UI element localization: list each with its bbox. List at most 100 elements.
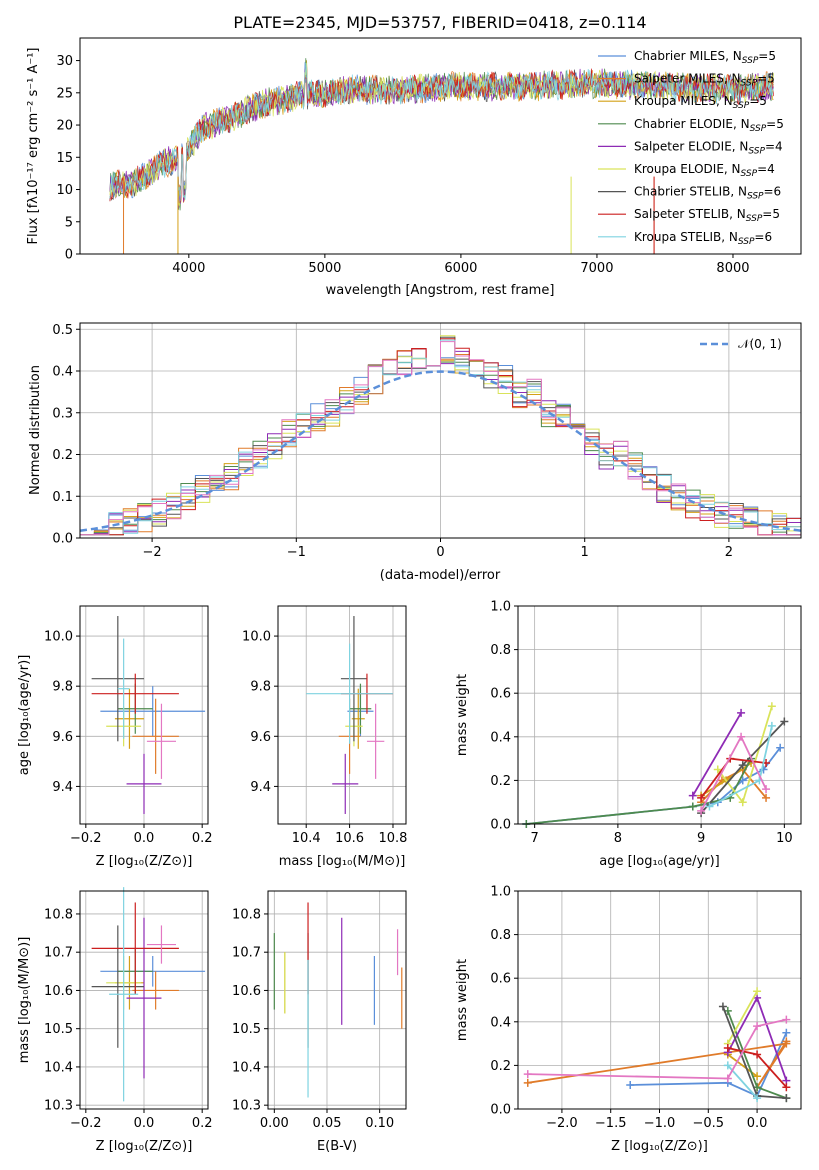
mass-weight-marker (718, 1002, 727, 1011)
mass-vs-z-axes (79, 890, 209, 1110)
legend-label-text: Salpeter ELODIE, N (634, 139, 748, 153)
legend-label-sub: SSP (750, 124, 767, 134)
age-vs-mass-marks (306, 616, 393, 814)
massweight-vs-z-ylabel: mass weight (455, 959, 470, 1041)
legend-label: Chabrier ELODIE, NSSP=5 (634, 117, 784, 134)
mass-vs-ebv-xtick-label: 0.00 (260, 1116, 289, 1131)
mass-weight-marker (780, 717, 789, 726)
mass-weight-line (527, 1040, 789, 1088)
massweight-vs-z-ytick-label: 0.4 (490, 1015, 511, 1030)
legend-label: Chabrier MILES, NSSP=5 (634, 49, 776, 66)
spectrum-ytick-label: 10 (56, 183, 73, 198)
spectrum-lines (109, 58, 774, 254)
mass-vs-z-ytick-label: 10.6 (44, 984, 73, 999)
legend-label-text: =5 (762, 207, 780, 221)
massweight-vs-z-xtick-label: −1.0 (644, 1116, 676, 1131)
spectrum-xtick-label: 8000 (716, 261, 749, 276)
residuals-ytick-label: 0.3 (52, 406, 73, 421)
spectrum-ytick-label: 15 (56, 151, 73, 166)
massweight-vs-age-xtick-label: 8 (614, 831, 622, 846)
mass-vs-ebv-xtick-label: 0.10 (365, 1116, 394, 1131)
massweight-vs-age-ytick-label: 0.4 (490, 730, 511, 745)
age-vs-z-xtick-label: 0.2 (192, 831, 213, 846)
spectrum-ytick-label: 30 (56, 54, 73, 69)
age-vs-mass-xtick-label: 10.4 (292, 831, 321, 846)
residuals-ytick-label: 0.2 (52, 448, 73, 463)
mass-vs-z-ytick-label: 10.4 (44, 1060, 73, 1075)
spectrum-xtick-label: 5000 (308, 261, 341, 276)
massweight-vs-z-ytick-label: 1.0 (490, 885, 511, 900)
massweight-vs-age-marks (522, 702, 789, 828)
age-vs-z-ytick-label: 9.4 (52, 780, 73, 795)
mass-vs-ebv-ytick-label: 10.8 (232, 907, 261, 922)
legend-label-text: =5 (758, 49, 776, 63)
residuals-legend: 𝒩(0, 1) (700, 337, 782, 351)
mass-weight-marker (782, 1015, 791, 1024)
spectrum-ticks: 4000 5000 6000 7000 8000 0 5 10 15 20 25 30 (56, 54, 749, 276)
mass-vs-z-panel: −0.2 0.0 0.2 10.3 10.4 10.5 10.6 10.7 10.8 Z [log… (17, 887, 213, 1154)
mass-weight-marker (753, 1022, 762, 1031)
legend-label-text: =4 (765, 139, 783, 153)
legend-label-text: =5 (749, 94, 767, 108)
mass-weight-marker (762, 793, 771, 802)
mass-vs-z-grid: −0.2 0.0 0.2 10.3 10.4 10.5 10.6 10.7 10.8 (44, 891, 213, 1131)
massweight-vs-age-panel: 7 8 9 10 0.0 0.2 0.4 0.6 0.8 1.0 age [log₁₀(age/yr… (455, 600, 802, 869)
age-vs-z-ytick-label: 10.0 (44, 630, 73, 645)
massweight-vs-z-xlabel: Z [log₁₀(Z/Z⊙)] (611, 1139, 708, 1154)
massweight-vs-z-ytick-label: 0.8 (490, 928, 511, 943)
age-vs-mass-xlabel: mass [log₁₀(M/M⊙)] (279, 854, 406, 869)
massweight-vs-z-ytick-label: 0.0 (490, 1103, 511, 1118)
mass-weight-marker (767, 702, 776, 711)
age-vs-mass-ytick-label: 9.8 (250, 680, 271, 695)
legend-label-sub: SSP (742, 56, 759, 66)
age-vs-mass-panel: 10.4 10.6 10.8 9.4 9.6 9.8 10.0 mass [log₁₀(M/M… (242, 605, 407, 869)
mass-weight-marker (753, 987, 762, 996)
legend-label-text: Salpeter STELIB, N (634, 207, 746, 221)
mass-weight-marker (688, 802, 697, 811)
legend-label: Kroupa STELIB, NSSP=6 (634, 230, 772, 247)
age-vs-mass-xtick-label: 10.6 (335, 831, 364, 846)
mass-vs-ebv-marks (273, 902, 403, 1098)
normal-curve (79, 370, 802, 532)
massweight-vs-z-axes (517, 890, 802, 1110)
massweight-vs-age-xtick-label: 9 (697, 831, 705, 846)
legend-label-text: Salpeter MILES, N (634, 72, 741, 86)
mass-weight-marker (738, 798, 747, 807)
legend-label: Kroupa MILES, NSSP=5 (634, 94, 767, 111)
age-vs-mass-ytick-label: 9.6 (250, 730, 271, 745)
massweight-vs-z-grid: −2.0 −1.5 −1.0 −0.5 0.0 0.0 0.2 0.4 0.6 0.8 1.0 (490, 885, 801, 1131)
age-vs-mass-ytick-label: 10.0 (242, 630, 271, 645)
legend-label-text: Chabrier MILES, N (634, 49, 742, 63)
massweight-vs-age-xtick-label: 10 (776, 831, 793, 846)
age-vs-z-ytick-label: 9.8 (52, 680, 73, 695)
legend-label-text: =4 (757, 162, 775, 176)
residuals-xtick-label: −1 (287, 545, 306, 560)
massweight-vs-z-xtick-label: 0.0 (747, 1116, 768, 1131)
mass-weight-marker (762, 785, 771, 794)
legend-label-text: =6 (754, 230, 772, 244)
mass-vs-ebv-ytick-label: 10.7 (232, 946, 261, 961)
mass-vs-z-xlabel: Z [log₁₀(Z/Z⊙)] (96, 1139, 193, 1154)
mass-vs-ebv-xtick-label: 0.05 (313, 1116, 342, 1131)
massweight-vs-z-xtick-label: −2.0 (546, 1116, 578, 1131)
mass-weight-marker (737, 708, 746, 717)
residuals-panel: −2 −1 0 1 2 0.0 0.1 0.2 0.3 0.4 0.5 𝒩(0, 1) (data-… (28, 322, 802, 583)
mass-weight-marker (723, 1043, 732, 1052)
mass-vs-ebv-ytick-label: 10.5 (232, 1022, 261, 1037)
legend-label: Salpeter STELIB, NSSP=5 (634, 207, 780, 224)
mass-weight-marker (753, 1072, 762, 1081)
age-vs-z-marks (91, 616, 206, 814)
mass-weight-line (526, 747, 781, 825)
mass-weight-marker (697, 793, 706, 802)
mass-weight-marker (523, 1070, 532, 1079)
residuals-axes (79, 322, 802, 539)
legend-label: Salpeter ELODIE, NSSP=4 (634, 139, 783, 156)
residuals-ytick-label: 0.4 (52, 365, 73, 380)
mass-vs-ebv-xlabel: E(B-V) (317, 1139, 357, 1154)
mass-vs-ebv-grid: 0.00 0.05 0.10 10.3 10.4 10.5 10.6 10.7 10.8 (232, 891, 406, 1131)
mass-weight-marker (688, 791, 697, 800)
residuals-ytick-label: 0.5 (52, 323, 73, 338)
age-vs-mass-ytick-label: 9.4 (250, 780, 271, 795)
mass-weight-marker (782, 1083, 791, 1092)
spectrum-ytick-label: 5 (65, 215, 73, 230)
